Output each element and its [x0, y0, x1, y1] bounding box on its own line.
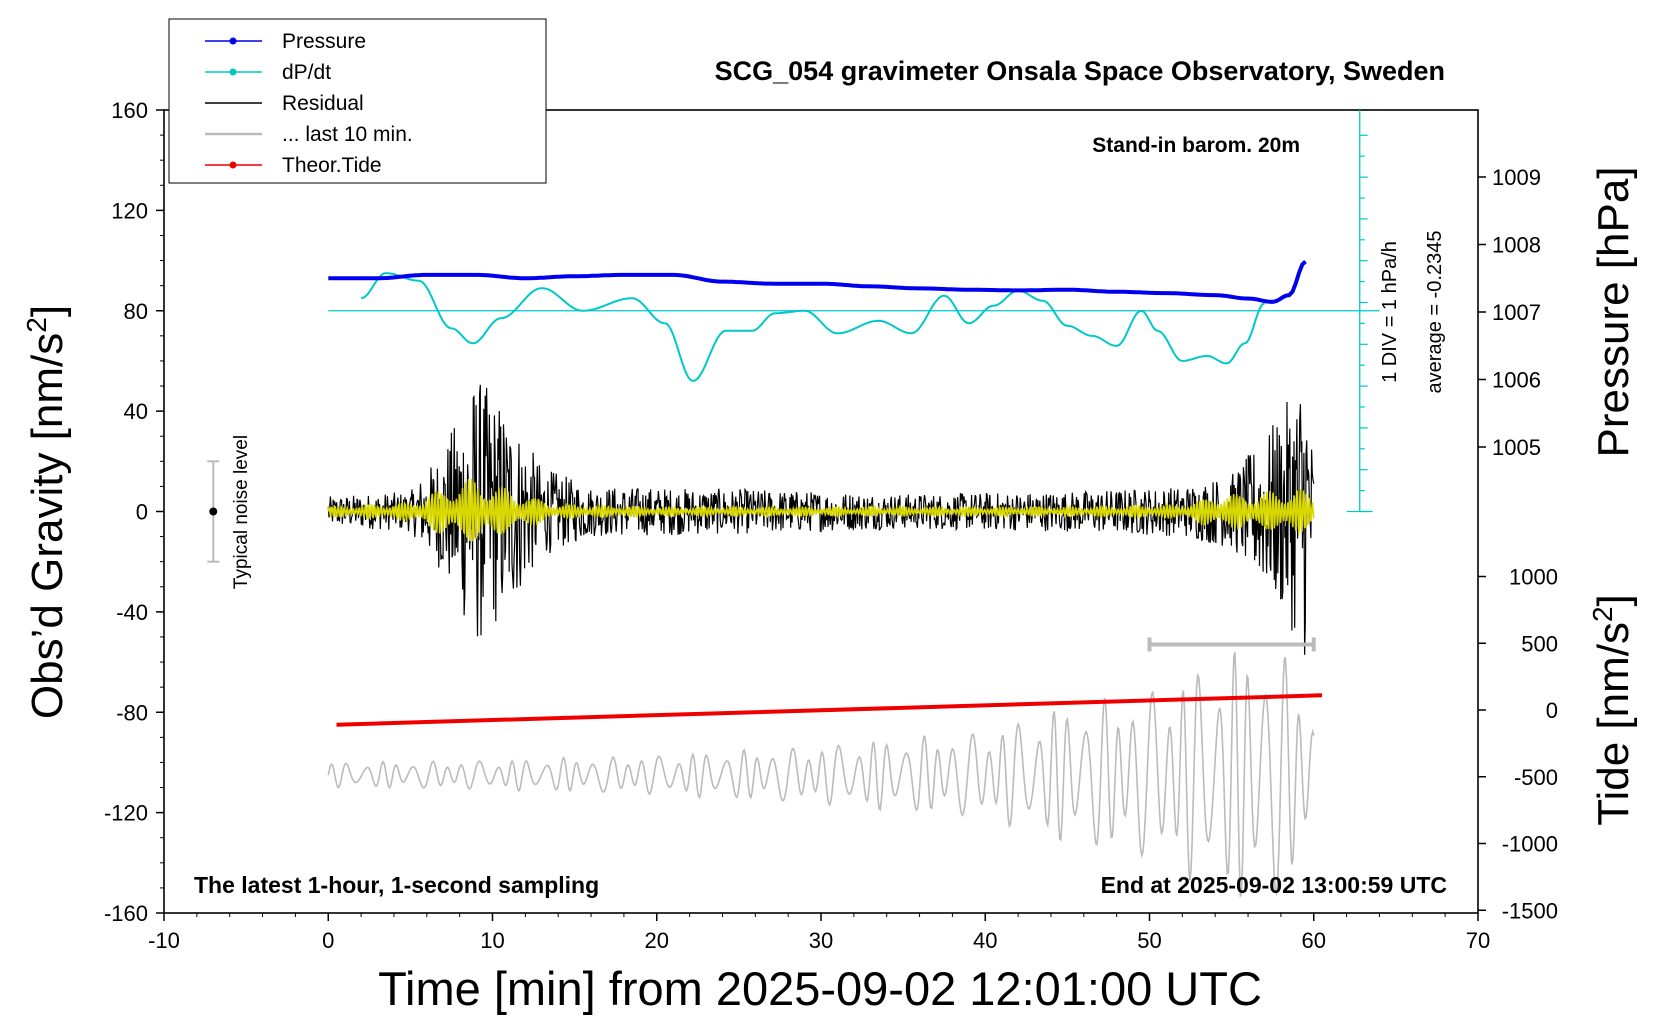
legend-swatch-marker	[229, 68, 237, 76]
legend-swatch-marker	[229, 37, 237, 45]
legend-box	[168, 18, 547, 184]
legend-label: Theor.Tide	[282, 154, 382, 177]
tide-tick-label: 500	[1521, 631, 1558, 656]
tide-tick-label: 0	[1546, 698, 1558, 723]
pressure-tick-label: 1006	[1492, 368, 1541, 393]
tide-tick-label: -1500	[1502, 898, 1558, 923]
bottom-right-note: End at 2025-09-02 13:00:59 UTC	[1101, 872, 1447, 898]
legend-entry: dP/dt	[205, 61, 331, 84]
legend-entry: Pressure	[205, 30, 366, 53]
pressure-axis-title: Pressure [hPa]	[1589, 166, 1638, 457]
bottom-left-note: The latest 1-hour, 1-second sampling	[194, 872, 599, 898]
series-last-10-min	[327, 652, 1315, 899]
y-axis-title-end: ]	[23, 305, 72, 317]
pressure-tick-label: 1009	[1492, 165, 1541, 190]
legend-label: ... last 10 min.	[282, 123, 413, 146]
legend: Pressure dP/dt Residual ... last 10 min. The…	[168, 18, 547, 184]
legend-entry: ... last 10 min.	[205, 123, 413, 146]
x-tick-label: 30	[809, 928, 833, 953]
barometer-note: Stand-in barom. 20m	[1092, 134, 1300, 157]
y-axis-title-main: Obs’d Gravity [nm/s	[23, 333, 72, 719]
y-tick-label: -40	[116, 600, 148, 625]
x-axis-ticks: -10 0 10 20 30 40 50 60 70	[148, 913, 1490, 953]
x-tick-label: 0	[322, 928, 334, 953]
noise-bar-dot	[209, 507, 218, 516]
pressure-tick-label: 1005	[1492, 435, 1541, 460]
y-tick-label: -80	[116, 700, 148, 725]
series-layer	[207, 110, 1380, 899]
series-filtered	[327, 478, 1315, 542]
noise-level-bar	[207, 460, 220, 563]
x-tick-label: -10	[148, 928, 180, 953]
tide-axis-title: Tide [nm/s2]	[1587, 594, 1638, 826]
chart-title: SCG_054 gravimeter Onsala Space Observat…	[715, 56, 1445, 86]
y-axis-title-sup: 2	[21, 317, 52, 333]
tide-tick-label: -1000	[1502, 832, 1558, 857]
legend-items: Pressure dP/dt Residual ... last 10 min. The…	[205, 30, 413, 177]
tide-tick-label: 1000	[1509, 565, 1558, 590]
x-tick-label: 40	[973, 928, 997, 953]
dpdt-scale-axis	[1346, 110, 1373, 513]
y-tick-label: 80	[124, 299, 148, 324]
legend-entry: Theor.Tide	[205, 154, 382, 177]
legend-label: Pressure	[282, 30, 366, 53]
legend-entry: Residual	[205, 92, 364, 115]
tide-axis-ticks: 1000 500 0 -500 -1000 -1500	[1478, 565, 1558, 923]
series-theor-tide	[336, 693, 1323, 727]
noise-level-label: Typical noise level	[231, 435, 252, 589]
tide-axis-title-end: ]	[1589, 594, 1638, 606]
pressure-tick-label: 1008	[1492, 233, 1541, 258]
legend-label: Residual	[282, 92, 364, 115]
legend-label: dP/dt	[282, 61, 331, 84]
y-tick-label: -160	[104, 901, 148, 926]
dpdt-average-label: average = -0.2345	[1424, 231, 1446, 394]
x-tick-label: 10	[480, 928, 504, 953]
time-window-bar	[1147, 637, 1316, 652]
x-tick-label: 20	[645, 928, 669, 953]
tide-axis-title-main: Tide [nm/s	[1589, 622, 1638, 826]
x-tick-label: 70	[1466, 928, 1490, 953]
tide-tick-label: -500	[1514, 765, 1558, 790]
pressure-axis-ticks: 1009 1008 1007 1006 1005	[1478, 165, 1541, 460]
x-tick-label: 60	[1302, 928, 1326, 953]
y-axis-title: Obs’d Gravity [nm/s2]	[21, 305, 72, 719]
y-axis-ticks: 160 120 80 40 0 -40 -80 -120 -160	[104, 98, 164, 926]
dpdt-div-label: 1 DIV = 1 hPa/h	[1379, 241, 1401, 383]
x-tick-label: 50	[1137, 928, 1161, 953]
y-tick-label: -120	[104, 801, 148, 826]
x-axis-title: Time [min] from 2025-09-02 12:01:00 UTC	[378, 962, 1262, 1015]
series-pressure	[328, 259, 1307, 304]
y-tick-label: 0	[136, 500, 148, 525]
series-dpdt	[360, 272, 1265, 383]
tide-axis-title-sup: 2	[1587, 606, 1618, 622]
pressure-tick-label: 1007	[1492, 300, 1541, 325]
y-tick-label: 120	[111, 198, 148, 223]
series-residual	[327, 384, 1315, 655]
legend-swatch-marker	[229, 161, 237, 169]
y-tick-label: 40	[124, 399, 148, 424]
y-tick-label: 160	[111, 98, 148, 123]
